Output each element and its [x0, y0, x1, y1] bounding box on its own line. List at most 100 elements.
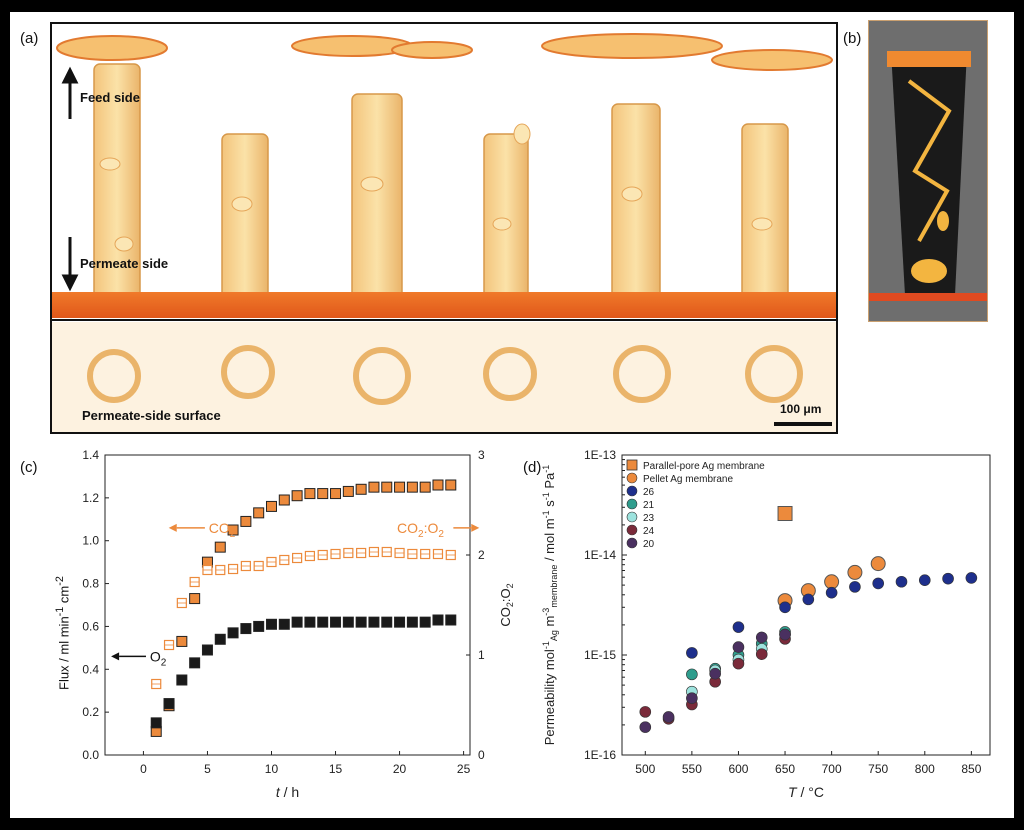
- legend-marker: [626, 472, 638, 484]
- y2-tick-label: 0: [478, 748, 485, 762]
- x-tick-label: 750: [868, 762, 888, 776]
- series-26-point: [918, 574, 931, 586]
- series-26-point: [732, 621, 745, 633]
- o2-point: [342, 616, 354, 628]
- co2-point: [304, 488, 316, 500]
- x-tick-label: 550: [682, 762, 702, 776]
- co2-point: [432, 479, 444, 491]
- o2-point: [163, 698, 175, 710]
- series-26-point: [965, 572, 978, 584]
- legend-label: Pellet Ag membrane: [643, 474, 733, 485]
- y-tick-label: 1E-14: [584, 548, 616, 562]
- co2-point: [381, 481, 393, 493]
- legend-marker: [626, 459, 638, 471]
- legend-label: 20: [643, 539, 655, 550]
- co2-point: [176, 635, 188, 647]
- o2-point: [317, 616, 329, 628]
- legend-marker: [626, 485, 638, 497]
- series-26-point: [779, 601, 791, 614]
- o2-point: [150, 717, 162, 729]
- parallel-pore-point: [777, 506, 793, 522]
- o2-point: [253, 620, 265, 632]
- co2-point: [342, 485, 354, 497]
- y-tick-label: 0.0: [82, 748, 99, 762]
- series-24-point: [755, 648, 768, 660]
- y-tick-label: 1.0: [82, 534, 99, 548]
- o2-point: [330, 616, 342, 628]
- series-20-point: [709, 667, 721, 680]
- chart-c-xlabel: t / h: [276, 784, 299, 800]
- o2-point: [355, 616, 367, 628]
- panel-a-label: (a): [20, 30, 39, 47]
- y-tick-label: 0.8: [82, 577, 99, 591]
- y-tick-label: 1.4: [82, 448, 99, 462]
- co2-point: [368, 481, 380, 493]
- series-20-point: [779, 628, 791, 641]
- x-tick-label: 5: [204, 762, 211, 776]
- series-20-point: [686, 692, 698, 704]
- y-tick-label: 1.2: [82, 491, 99, 505]
- chart-c-y2label: CO2:O2: [498, 583, 515, 626]
- panel-b-label: (b): [843, 30, 862, 47]
- series-21-point: [686, 668, 698, 681]
- o2-point: [189, 657, 201, 669]
- y2-tick-label: 3: [478, 448, 485, 462]
- y-tick-label: 0.4: [82, 662, 99, 676]
- o2-annotation: O2: [150, 648, 167, 668]
- co2-point: [253, 507, 265, 519]
- co2-point: [189, 593, 201, 605]
- o2-point: [368, 616, 380, 628]
- x-tick-label: 25: [457, 762, 471, 776]
- x-tick-label: 800: [915, 762, 935, 776]
- x-tick-label: 850: [961, 762, 981, 776]
- legend-marker: [626, 511, 638, 523]
- feed-side-label: Feed side: [80, 90, 140, 105]
- o2-point: [419, 616, 431, 628]
- cross-section-image: [869, 21, 987, 321]
- o2-point: [304, 616, 316, 628]
- co2-point: [291, 490, 303, 502]
- x-tick-label: 500: [635, 762, 655, 776]
- x-tick-label: 700: [822, 762, 842, 776]
- permeate-surface-label: Permeate-side surface: [82, 408, 221, 423]
- legend-label: 21: [643, 500, 655, 511]
- legend-marker: [626, 524, 638, 536]
- co2-point: [406, 481, 418, 493]
- o2-point: [227, 627, 239, 639]
- series-26-point: [849, 581, 861, 593]
- series-20-point: [639, 721, 652, 733]
- series-26-point: [942, 572, 954, 585]
- x-tick-label: 650: [775, 762, 795, 776]
- ratio-arrowhead: [471, 523, 480, 532]
- legend-label: 23: [643, 513, 655, 524]
- x-tick-label: 10: [265, 762, 279, 776]
- series-20-point: [662, 711, 675, 723]
- series-24-point: [732, 657, 745, 670]
- chart-d-xlabel: T / °C: [788, 784, 824, 800]
- o2-point: [176, 674, 188, 686]
- chart-d-ylabel: Permeability mol-1Ag m-3membrane / mol m…: [541, 465, 559, 746]
- series-20-point: [755, 631, 768, 644]
- permeate-side-label: Permeate side: [80, 256, 169, 271]
- y-tick-label: 1E-16: [584, 748, 616, 762]
- co2-point: [265, 500, 277, 512]
- o2-point: [406, 616, 418, 628]
- series-26-point: [686, 647, 698, 659]
- legend-label: 24: [643, 526, 655, 537]
- co2-point: [317, 488, 329, 500]
- o2-point: [201, 644, 213, 656]
- x-tick-label: 15: [329, 762, 343, 776]
- panel-d-label: (d): [523, 459, 542, 476]
- chart-c: 0 5 10 15 20 25 0.0 0.2 0.4 0.6 0.8 1.0 1.2 1.4 0 1 2 3 t …: [82, 448, 515, 800]
- series-24-point: [639, 706, 652, 718]
- legend-label: 26: [643, 487, 655, 498]
- legend-label: Parallel-pore Ag membrane: [643, 461, 765, 472]
- chart-c-frame: [104, 454, 471, 756]
- y-tick-label: 1E-13: [584, 448, 616, 462]
- chart-d-frame: [621, 454, 991, 756]
- pellet-point: [847, 564, 863, 580]
- scale-bar-label: 100 μm: [780, 402, 822, 416]
- series-26-point: [825, 586, 838, 599]
- series-26-point: [895, 575, 908, 588]
- o2-arrowhead: [111, 652, 120, 661]
